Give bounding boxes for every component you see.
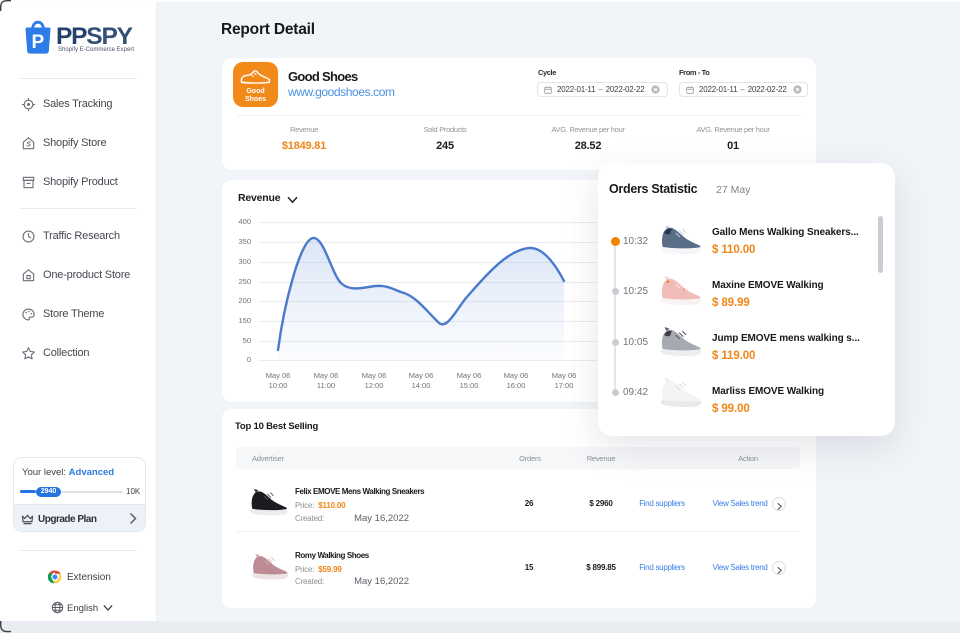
svg-text:S: S — [26, 141, 31, 148]
svg-text:P: P — [32, 32, 45, 53]
